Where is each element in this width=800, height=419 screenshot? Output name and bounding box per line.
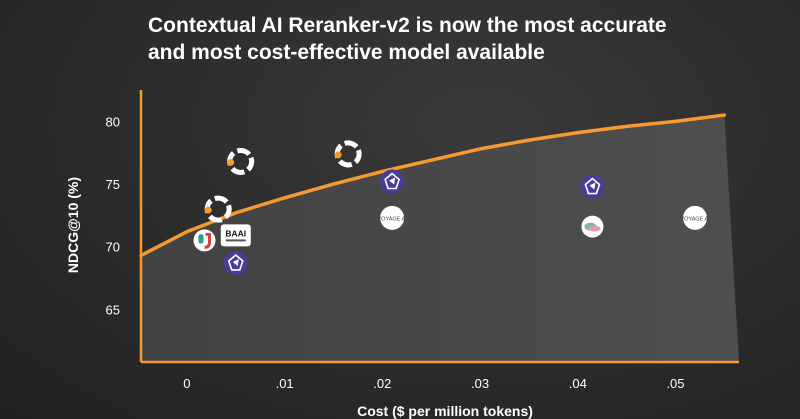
chart-title-line-1: Contextual AI Reranker-v2 is now the mos… [148, 14, 667, 37]
svg-text:VOYAGE AI: VOYAGE AI [680, 216, 710, 222]
chart-title: Contextual AI Reranker-v2 is now the mos… [148, 12, 788, 66]
voyage-logo-icon: VOYAGE AI [377, 205, 407, 230]
chart-title-line-2: and most cost-effective model available [148, 41, 545, 64]
x-tick-label: .02 [373, 376, 391, 391]
y-tick-label: 75 [106, 177, 120, 192]
x-tick-label: .04 [569, 376, 587, 391]
y-tick-label: 70 [106, 240, 120, 255]
baai-logo-icon: BAAI [220, 224, 251, 247]
y-axis-label: NDCG@10 (%) [65, 177, 81, 273]
cohere-logo-icon [580, 174, 605, 199]
y-tick-label: 80 [106, 114, 120, 129]
cohere-logo-icon [380, 169, 405, 194]
contextual-logo-icon [204, 195, 232, 223]
x-tick-label: 0 [183, 376, 190, 391]
svg-text:VOYAGE AI: VOYAGE AI [377, 216, 407, 222]
svg-text:BAAI: BAAI [225, 228, 246, 238]
x-tick-label: .03 [471, 376, 489, 391]
frontier-line [139, 113, 727, 258]
contextual-logo-icon [227, 147, 255, 175]
voyage-logo-icon: VOYAGE AI [680, 205, 710, 230]
x-tick-label: .05 [666, 376, 684, 391]
y-tick-label: 65 [106, 302, 120, 317]
jina-logo-icon [193, 229, 216, 252]
contextual-logo-icon [334, 140, 362, 168]
cohere-logo-icon [223, 250, 248, 275]
x-tick-label: .01 [276, 376, 294, 391]
x-axis-label: Cost ($ per million tokens) [357, 403, 533, 419]
mixedbread-logo-icon [581, 215, 604, 238]
